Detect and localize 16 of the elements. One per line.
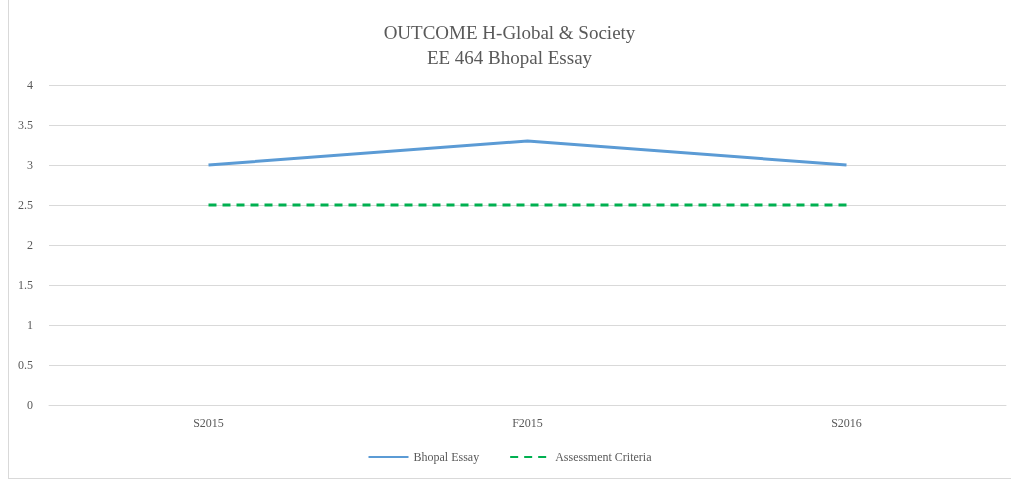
legend-label: Assessment Criteria <box>555 450 653 464</box>
chart-subtitle: EE 464 Bhopal Essay <box>426 47 593 68</box>
y-tick-label: 1.5 <box>18 278 33 292</box>
y-tick-label: 2.5 <box>18 198 33 212</box>
y-tick-label: 3 <box>27 158 33 172</box>
y-tick-label: 4 <box>27 78 33 92</box>
x-tick-label: S2015 <box>193 416 224 430</box>
x-tick-label: S2016 <box>831 416 862 430</box>
y-tick-label: 2 <box>27 238 33 252</box>
legend-label: Bhopal Essay <box>413 450 480 464</box>
y-tick-label: 1 <box>27 318 33 332</box>
y-tick-label: 3.5 <box>18 118 33 132</box>
chart-title: OUTCOME H-Global & Society <box>383 22 636 43</box>
y-tick-label: 0.5 <box>18 358 33 372</box>
y-tick-label: 0 <box>27 398 33 412</box>
x-tick-label: F2015 <box>512 416 543 430</box>
